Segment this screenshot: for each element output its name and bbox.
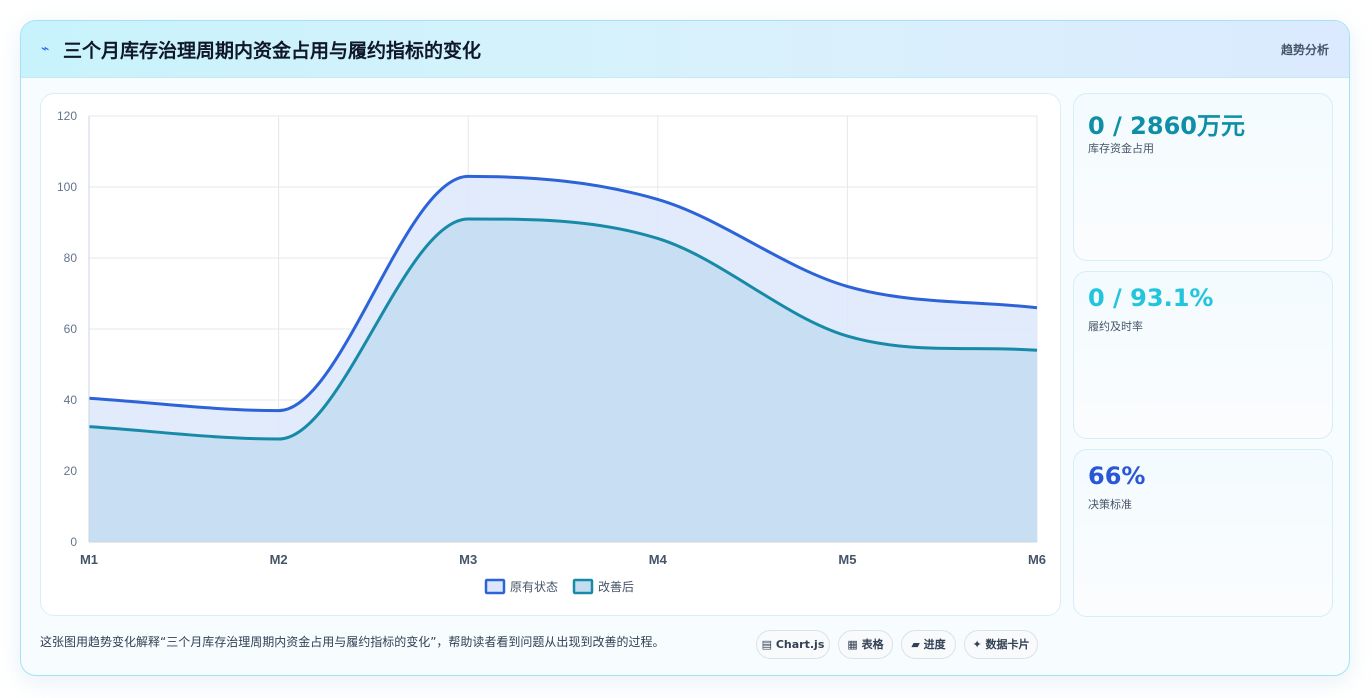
x-tick-label: M5 (838, 552, 856, 567)
x-tick-label: M2 (270, 552, 288, 567)
legend-label: 改善后 (598, 579, 634, 594)
lightning-icon: ⌁ (41, 41, 50, 57)
chart-caption: 这张图用趋势变化解释“三个月库存治理周期内资金占用与履约指标的变化”，帮助读者看… (40, 635, 665, 649)
area-chart: 0 20 40 60 80 100 120 M1 M2 M3 M4 M5 M6 原有状态 改善后 (57, 109, 1046, 595)
legend-swatch (484, 578, 506, 595)
series-line (88, 217, 1038, 441)
pill-table[interactable]: ▦ 表格 (838, 630, 893, 659)
stat-value: 66% (1088, 462, 1146, 490)
legend-label: 原有状态 (510, 580, 558, 594)
x-tick-label: M1 (80, 552, 98, 567)
chart-panel: 0 20 40 60 80 100 120 M1 M2 M3 M4 M5 M6 原有状态 改善后 (40, 93, 1061, 616)
y-tick-label: 120 (57, 109, 77, 123)
pill-label: Chart.js (775, 638, 825, 651)
card-header: ⌁ 三个月库存治理周期内资金占用与履约指标的变化 趋势分析 (21, 21, 1349, 78)
header-tag: 趋势分析 (1280, 43, 1329, 57)
pill-data-cards[interactable]: ✦ 数据卡片 (964, 630, 1038, 659)
series-line (88, 174, 1038, 413)
stat-label: 履约及时率 (1088, 320, 1143, 333)
stat-value: 0 / 93.1% (1088, 284, 1214, 312)
pill-progress[interactable]: ▰ 进度 (901, 630, 956, 659)
pill-label: 数据卡片 (985, 638, 1030, 651)
pill-chartjs[interactable]: ▤ Chart.js (756, 630, 830, 659)
y-tick-label: 40 (64, 393, 78, 407)
series-area (89, 218, 1037, 542)
card-icon: ✦ (972, 638, 982, 651)
pill-label: 进度 (923, 638, 946, 651)
report-card: ⌁ 三个月库存治理周期内资金占用与履约指标的变化 趋势分析 0 20 40 60 80 1… (20, 20, 1350, 676)
x-tick-label: M3 (459, 552, 477, 567)
y-tick-label: 80 (64, 251, 78, 265)
stat-card-decision: 66% 决策标准 (1073, 449, 1333, 617)
y-tick-label: 60 (64, 322, 78, 336)
chart-icon: ▤ (761, 638, 773, 651)
table-icon: ▦ (847, 638, 858, 651)
legend-swatch (572, 578, 594, 595)
progress-icon: ▰ (911, 638, 920, 651)
card-title: 三个月库存治理周期内资金占用与履约指标的变化 (63, 40, 482, 62)
x-tick-label: M6 (1028, 552, 1046, 567)
pill-label: 表格 (861, 638, 884, 651)
x-tick-label: M4 (649, 552, 668, 567)
stat-card-fulfillment: 0 / 93.1% 履约及时率 (1073, 271, 1333, 439)
stat-value: 0 / 2860万元 (1088, 112, 1245, 140)
y-tick-label: 0 (70, 535, 77, 549)
y-tick-label: 20 (64, 464, 78, 478)
stat-label: 决策标准 (1088, 498, 1132, 511)
stat-label: 库存资金占用 (1088, 142, 1154, 155)
stat-card-inventory: 0 / 2860万元 库存资金占用 (1073, 93, 1333, 261)
y-tick-label: 100 (57, 180, 77, 194)
